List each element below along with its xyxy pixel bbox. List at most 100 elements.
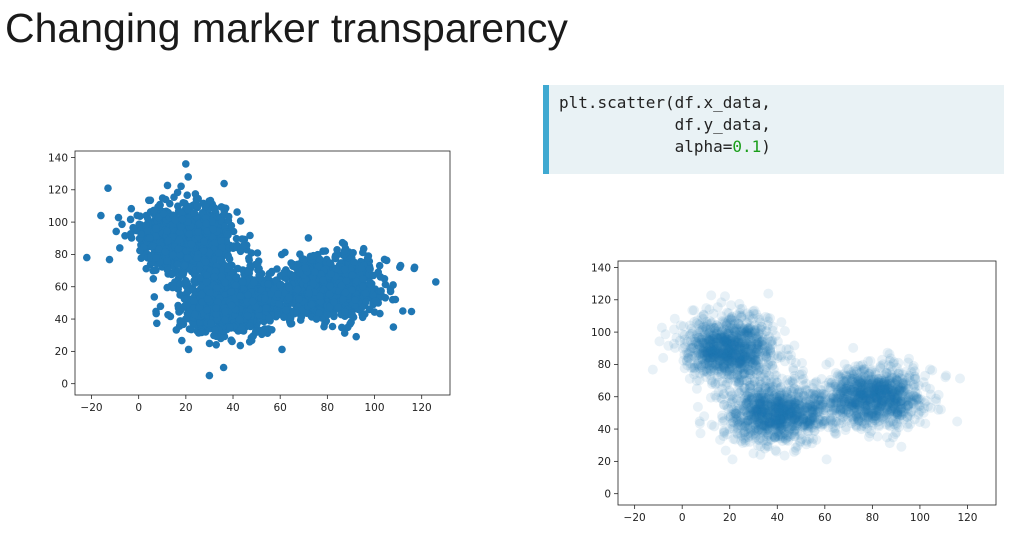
data-point xyxy=(728,337,739,348)
data-point xyxy=(699,343,710,354)
data-point xyxy=(788,414,799,425)
data-point xyxy=(315,309,323,317)
data-point xyxy=(719,349,730,359)
data-point xyxy=(743,424,754,435)
data-point xyxy=(721,349,732,360)
data-point xyxy=(772,353,783,364)
data-point xyxy=(750,360,761,370)
data-point xyxy=(164,311,172,319)
data-point xyxy=(815,411,825,422)
data-point xyxy=(275,299,283,308)
data-point xyxy=(767,360,778,371)
data-point xyxy=(719,351,730,361)
data-point xyxy=(348,271,357,279)
data-point xyxy=(183,191,191,199)
data-point xyxy=(720,353,731,364)
data-point xyxy=(686,343,697,354)
data-point xyxy=(767,340,778,351)
data-point xyxy=(757,401,767,412)
data-point xyxy=(766,413,777,423)
data-point xyxy=(746,349,756,359)
slide-title: Changing marker transparency xyxy=(5,5,568,51)
data-point xyxy=(719,363,730,374)
data-point xyxy=(709,351,720,362)
data-point xyxy=(718,316,729,327)
data-point xyxy=(719,332,729,342)
data-point xyxy=(728,408,739,419)
data-point xyxy=(760,420,771,431)
data-point xyxy=(198,290,206,299)
data-point xyxy=(770,398,781,409)
data-point xyxy=(133,211,141,220)
data-point xyxy=(704,356,715,367)
data-point xyxy=(751,398,762,409)
data-point xyxy=(775,388,786,399)
data-point xyxy=(723,335,734,346)
data-point xyxy=(728,345,739,356)
data-point xyxy=(750,331,761,342)
data-point xyxy=(733,420,744,431)
data-point xyxy=(779,404,790,415)
data-point xyxy=(765,401,776,412)
data-point xyxy=(795,400,806,411)
data-point xyxy=(705,346,716,356)
data-point xyxy=(814,406,825,417)
data-point xyxy=(295,269,304,277)
data-point xyxy=(715,434,726,445)
data-point xyxy=(696,345,707,356)
data-point xyxy=(742,418,753,429)
data-point xyxy=(725,331,736,342)
data-point xyxy=(679,330,690,341)
data-point xyxy=(736,312,747,323)
data-point xyxy=(772,404,783,415)
data-point xyxy=(753,337,764,348)
data-point xyxy=(698,320,709,331)
data-point xyxy=(386,287,395,296)
data-point xyxy=(790,407,801,418)
data-point xyxy=(754,410,765,421)
data-point xyxy=(770,407,781,418)
data-point xyxy=(800,419,810,430)
data-point xyxy=(705,316,715,327)
data-point xyxy=(714,325,724,336)
data-point xyxy=(741,325,752,336)
data-point xyxy=(709,370,720,380)
data-point xyxy=(745,380,756,391)
data-point xyxy=(807,415,818,426)
data-point xyxy=(774,391,785,402)
data-point xyxy=(722,349,733,360)
data-point xyxy=(712,361,723,372)
data-point xyxy=(278,345,286,354)
data-point xyxy=(711,365,722,375)
data-point xyxy=(782,418,792,429)
data-point xyxy=(708,341,719,352)
data-point xyxy=(775,414,786,425)
data-point xyxy=(762,439,773,450)
data-point xyxy=(710,322,721,333)
data-point xyxy=(761,362,771,373)
data-point xyxy=(813,418,824,429)
x-tick-label: 20 xyxy=(179,402,192,414)
data-point xyxy=(707,346,718,357)
data-point xyxy=(248,297,257,306)
data-point xyxy=(700,358,711,369)
data-point xyxy=(733,319,744,330)
data-point xyxy=(761,423,772,434)
data-point xyxy=(341,308,349,316)
data-point xyxy=(714,355,725,366)
data-point xyxy=(207,319,215,328)
data-point xyxy=(732,345,743,356)
data-point xyxy=(148,242,157,250)
data-point xyxy=(697,347,708,358)
data-point xyxy=(730,358,741,369)
data-point xyxy=(715,393,726,403)
data-point xyxy=(705,336,716,347)
data-point xyxy=(351,296,359,304)
data-point xyxy=(816,391,827,402)
data-point xyxy=(709,344,720,355)
data-point xyxy=(786,396,797,407)
data-point xyxy=(782,430,793,440)
data-point xyxy=(725,323,736,334)
data-point xyxy=(699,354,710,365)
data-point xyxy=(761,367,772,377)
